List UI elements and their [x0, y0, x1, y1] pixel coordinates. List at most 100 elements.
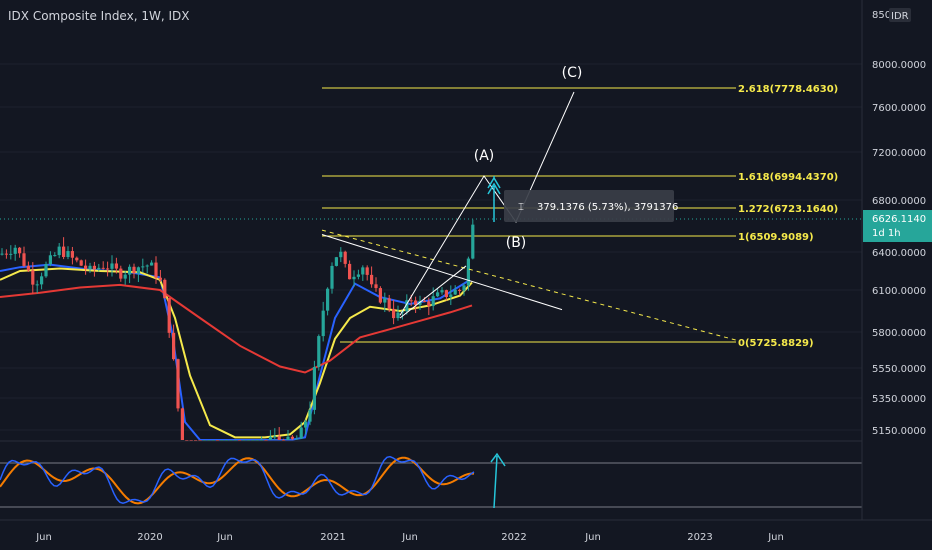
candle-body[interactable]: [273, 436, 277, 438]
channel-upper-line[interactable]: [321, 234, 563, 311]
last-price-tag[interactable]: [863, 210, 932, 242]
candle-body[interactable]: [444, 290, 448, 298]
candle-body[interactable]: [431, 296, 435, 307]
candle-body[interactable]: [374, 284, 378, 289]
candle-body[interactable]: [308, 409, 312, 422]
candle-body[interactable]: [40, 276, 44, 285]
candle-body[interactable]: [449, 294, 453, 298]
candle-body[interactable]: [172, 332, 176, 360]
candle-body[interactable]: [418, 300, 422, 305]
candle-body[interactable]: [268, 436, 272, 440]
candle-body[interactable]: [97, 267, 101, 270]
candle-body[interactable]: [53, 255, 57, 257]
candle-body[interactable]: [163, 279, 167, 299]
candle-body[interactable]: [321, 310, 325, 337]
candle-body[interactable]: [290, 436, 294, 439]
candle-body[interactable]: [453, 289, 457, 295]
candle-body[interactable]: [277, 436, 281, 440]
candle-body[interactable]: [57, 246, 61, 256]
price-range-measure[interactable]: ⌶ 379.1376 (5.73%), 3791376: [504, 190, 678, 222]
candle-body[interactable]: [414, 300, 418, 305]
candle-body[interactable]: [22, 253, 26, 266]
candle-body[interactable]: [436, 292, 440, 297]
candle-body[interactable]: [26, 265, 30, 271]
candle-body[interactable]: [409, 300, 413, 302]
candle-body[interactable]: [31, 270, 35, 285]
candle-body[interactable]: [356, 274, 360, 277]
candle-body[interactable]: [295, 438, 299, 440]
candle-body[interactable]: [326, 288, 330, 311]
candle-body[interactable]: [141, 266, 145, 268]
trend-drawings[interactable]: [321, 91, 737, 341]
candle-body[interactable]: [471, 224, 475, 259]
wave-path[interactable]: [399, 91, 575, 316]
candle-body[interactable]: [348, 263, 352, 280]
candle-body[interactable]: [13, 247, 17, 254]
stoch-projection-arrow[interactable]: [490, 452, 506, 509]
candle-body[interactable]: [70, 251, 74, 258]
candle-body[interactable]: [92, 265, 96, 270]
candle-body[interactable]: [110, 263, 114, 269]
candle-body[interactable]: [422, 300, 426, 302]
candle-body[interactable]: [18, 247, 22, 254]
candle-body[interactable]: [79, 260, 83, 266]
candle-body[interactable]: [167, 298, 171, 333]
candle-body[interactable]: [9, 253, 13, 255]
candle-body[interactable]: [114, 263, 118, 269]
candle-body[interactable]: [44, 264, 48, 277]
candle-body[interactable]: [361, 267, 365, 275]
candle-body[interactable]: [158, 277, 162, 280]
candle-body[interactable]: [35, 284, 39, 286]
candle-body[interactable]: [312, 367, 316, 410]
time-axis[interactable]: Jun 2020 Jun 2021 Jun 2022 Jun 2023 Jun: [0, 519, 932, 543]
candle-body[interactable]: [392, 308, 396, 319]
candle-body[interactable]: [0, 253, 4, 255]
candle-body[interactable]: [339, 251, 343, 258]
stochastic-panel[interactable]: 100.0050.00: [0, 440, 907, 520]
candle-body[interactable]: [378, 288, 382, 303]
candle-body[interactable]: [84, 265, 88, 270]
candle-body[interactable]: [136, 267, 140, 274]
candle-body[interactable]: [387, 298, 391, 309]
currency-badge[interactable]: [889, 8, 911, 22]
candle-body[interactable]: [128, 266, 132, 275]
candle-body[interactable]: [154, 262, 158, 278]
candle-body[interactable]: [145, 265, 149, 267]
candle-body[interactable]: [106, 268, 110, 270]
candle-body[interactable]: [180, 408, 184, 440]
candle-body[interactable]: [286, 436, 290, 440]
candle-body[interactable]: [299, 427, 303, 439]
candle-body[interactable]: [123, 274, 127, 279]
candle-body[interactable]: [458, 289, 462, 291]
candle-body[interactable]: [304, 421, 308, 428]
candlesticks[interactable]: [0, 219, 475, 441]
candle-body[interactable]: [370, 274, 374, 285]
candle-body[interactable]: [4, 253, 8, 255]
candle-body[interactable]: [466, 258, 470, 286]
candle-body[interactable]: [101, 267, 105, 269]
candle-body[interactable]: [334, 257, 338, 266]
candle-body[interactable]: [88, 265, 92, 270]
projection-arrow-up[interactable]: [487, 182, 501, 222]
price-axis[interactable]: 850 IDR 8000.0000 7600.0000 7200.0000 6800.00…: [861, 0, 932, 520]
candle-body[interactable]: [176, 359, 180, 409]
candle-body[interactable]: [405, 300, 409, 312]
candle-body[interactable]: [75, 257, 79, 261]
candle-body[interactable]: [365, 267, 369, 275]
candle-body[interactable]: [383, 298, 387, 303]
candle-body[interactable]: [440, 290, 444, 293]
candle-body[interactable]: [343, 251, 347, 264]
candle-body[interactable]: [352, 276, 356, 280]
candle-body[interactable]: [150, 262, 154, 266]
dotted-trendline[interactable]: [321, 229, 737, 341]
candle-body[interactable]: [462, 285, 466, 291]
candle-body[interactable]: [132, 266, 136, 274]
candle-body[interactable]: [66, 251, 70, 257]
candle-body[interactable]: [62, 246, 66, 257]
candle-body[interactable]: [396, 312, 400, 319]
candle-body[interactable]: [330, 265, 334, 289]
candle-body[interactable]: [317, 336, 321, 368]
candle-body[interactable]: [48, 255, 52, 265]
candle-body[interactable]: [119, 268, 123, 279]
